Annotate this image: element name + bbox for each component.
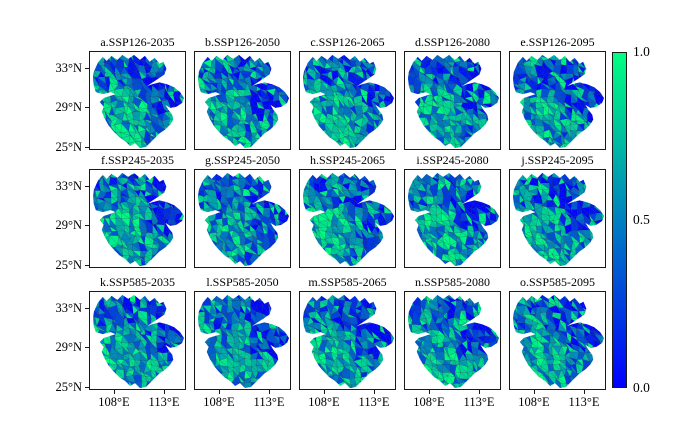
choropleth-map xyxy=(92,54,185,149)
y-tick-label: 29°N xyxy=(55,340,82,354)
panel-title: d.SSP126-2080 xyxy=(414,35,491,49)
map-panel xyxy=(89,169,186,268)
x-tick-label: 113°E xyxy=(463,395,495,409)
panel-title: m.SSP585-2065 xyxy=(308,275,387,289)
y-tick-mark xyxy=(85,225,89,226)
x-tick-mark xyxy=(164,390,165,394)
y-tick-label: 25°N xyxy=(55,258,82,272)
y-tick-mark xyxy=(85,387,89,388)
map-panel xyxy=(509,291,606,390)
y-tick-mark xyxy=(85,147,89,148)
x-tick-mark xyxy=(429,390,430,394)
y-tick-mark xyxy=(85,68,89,69)
choropleth-map xyxy=(302,54,395,149)
panel-title: e.SSP126-2095 xyxy=(520,35,595,49)
y-tick-label: 29°N xyxy=(55,100,82,114)
map-panel xyxy=(194,291,291,390)
colorbar-tick-label: 1.0 xyxy=(633,44,650,59)
map-panel xyxy=(404,291,501,390)
y-tick-mark xyxy=(85,265,89,266)
colorbar-tick-label: 0.0 xyxy=(633,380,650,395)
map-panel xyxy=(194,51,291,150)
x-tick-mark xyxy=(219,390,220,394)
choropleth-map xyxy=(512,54,605,149)
choropleth-map xyxy=(197,172,290,267)
choropleth-map xyxy=(197,54,290,149)
map-panel xyxy=(89,51,186,150)
y-tick-label: 25°N xyxy=(55,140,82,154)
panel-title: c.SSP126-2065 xyxy=(310,35,385,49)
choropleth-map xyxy=(512,172,605,267)
map-panel xyxy=(89,291,186,390)
map-panel xyxy=(194,169,291,268)
map-panel xyxy=(509,169,606,268)
choropleth-map xyxy=(302,294,395,389)
choropleth-map xyxy=(512,294,605,389)
x-tick-label: 108°E xyxy=(413,395,445,409)
choropleth-map xyxy=(407,54,500,149)
y-tick-label: 33°N xyxy=(55,301,82,315)
x-tick-label: 108°E xyxy=(98,395,130,409)
x-tick-mark xyxy=(534,390,535,394)
x-tick-label: 113°E xyxy=(568,395,600,409)
y-tick-label: 33°N xyxy=(55,179,82,193)
panel-title: a.SSP126-2035 xyxy=(100,35,175,49)
panel-title: b.SSP126-2050 xyxy=(204,35,281,49)
x-tick-label: 113°E xyxy=(253,395,285,409)
x-tick-label: 108°E xyxy=(308,395,340,409)
map-panel xyxy=(299,291,396,390)
y-tick-label: 25°N xyxy=(55,380,82,394)
panel-title: o.SSP585-2095 xyxy=(519,275,596,289)
panel-title: n.SSP585-2080 xyxy=(414,275,491,289)
choropleth-map xyxy=(407,172,500,267)
x-tick-mark xyxy=(324,390,325,394)
x-tick-mark xyxy=(269,390,270,394)
y-tick-mark xyxy=(85,347,89,348)
colorbar-tick-label: 0.5 xyxy=(633,212,650,227)
map-panel xyxy=(509,51,606,150)
panel-title: h.SSP245-2065 xyxy=(309,153,386,167)
map-panel xyxy=(404,51,501,150)
choropleth-map xyxy=(302,172,395,267)
y-tick-label: 29°N xyxy=(55,218,82,232)
choropleth-map xyxy=(92,172,185,267)
panel-title: j.SSP245-2095 xyxy=(521,153,594,167)
panel-title: g.SSP245-2050 xyxy=(204,153,281,167)
map-panel xyxy=(299,51,396,150)
colorbar xyxy=(612,52,627,388)
x-tick-label: 113°E xyxy=(358,395,390,409)
y-tick-mark xyxy=(85,107,89,108)
choropleth-map xyxy=(197,294,290,389)
x-tick-mark xyxy=(584,390,585,394)
x-tick-label: 108°E xyxy=(518,395,550,409)
x-tick-mark xyxy=(479,390,480,394)
panel-title: l.SSP585-2050 xyxy=(206,275,279,289)
panel-title: k.SSP585-2035 xyxy=(99,275,176,289)
x-tick-mark xyxy=(374,390,375,394)
x-tick-mark xyxy=(114,390,115,394)
map-panel xyxy=(299,169,396,268)
map-panel xyxy=(404,169,501,268)
choropleth-map xyxy=(92,294,185,389)
panel-title: f.SSP245-2035 xyxy=(100,153,174,167)
panel-title: i.SSP245-2080 xyxy=(416,153,489,167)
x-tick-label: 108°E xyxy=(203,395,235,409)
y-tick-label: 33°N xyxy=(55,61,82,75)
y-tick-mark xyxy=(85,308,89,309)
choropleth-map xyxy=(407,294,500,389)
y-tick-mark xyxy=(85,186,89,187)
x-tick-label: 113°E xyxy=(148,395,180,409)
